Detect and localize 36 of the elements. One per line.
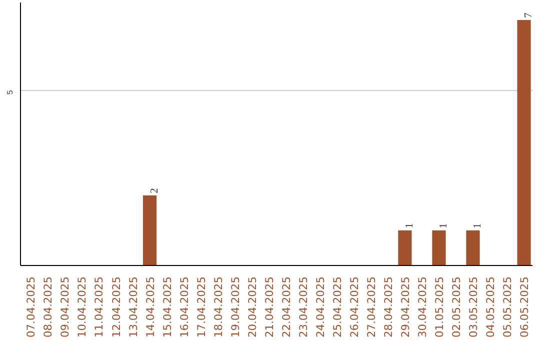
x-tick-label: 16.04.2025 [178,276,191,338]
x-tick-label: 24.04.2025 [314,276,327,338]
x-tick-label: 05.05.2025 [500,276,514,338]
x-tick-label: 08.04.2025 [42,276,55,338]
x-tick-label: 27.04.2025 [364,276,378,338]
data-label: 1 [472,223,484,228]
x-tick-label: 22.04.2025 [280,276,293,338]
x-tick-label: 10.04.2025 [76,276,89,338]
x-tick-label: 12.04.2025 [110,276,123,338]
x-tick-label: 30.04.2025 [416,276,429,338]
y-tick-label: 5 [6,90,14,95]
x-tick-label: 29.04.2025 [398,276,412,338]
data-label: 1 [404,223,416,228]
x-tick-label: 28.04.2025 [382,276,395,338]
x-tick-label: 23.04.2025 [296,276,310,338]
data-label: 2 [149,188,160,194]
x-tick-label: 26.04.2025 [348,276,361,338]
x-tick-label: 09.04.2025 [58,276,72,338]
data-label: 7 [523,12,534,18]
x-tick-label: 03.05.2025 [466,276,480,338]
x-tick-label: 18.04.2025 [212,276,225,338]
x-tick-label: 11.04.2025 [92,276,106,338]
x-tick-label: 20.04.2025 [246,276,259,338]
x-tick-label: 04.05.2025 [484,276,497,338]
x-tick-label: 21.04.2025 [262,276,276,338]
x-tick-label: 13.04.2025 [126,276,140,338]
x-tick-label: 06.05.2025 [518,276,531,338]
x-tick-label: 19.04.2025 [228,276,242,338]
x-tick-label: 14.04.2025 [144,276,157,338]
x-tick-label: 15.04.2025 [160,276,174,338]
x-tick-label: 25.04.2025 [330,276,344,338]
data-label: 1 [438,223,450,228]
x-tick-label: 02.05.2025 [450,276,463,338]
x-tick-label: 17.04.2025 [194,276,208,338]
x-tick-label: 07.04.2025 [24,276,38,338]
x-tick-label: 01.05.2025 [432,276,446,338]
